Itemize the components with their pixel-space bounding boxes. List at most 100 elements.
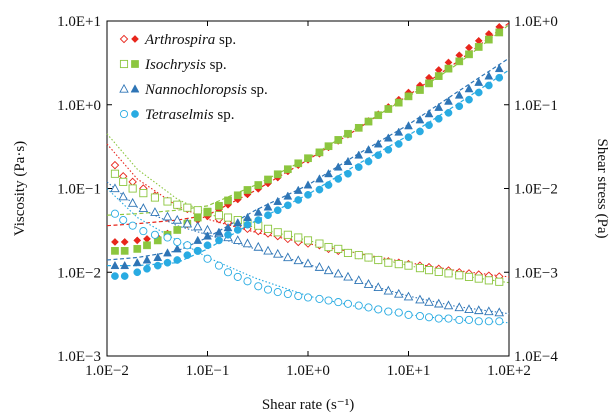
- legend-tetraselmis-label: Tetraselmis sp.: [145, 107, 234, 123]
- nannochloropsis-sp-viscosity-point: [354, 275, 364, 285]
- tetraselmis-sp-viscosity-point: [294, 291, 303, 301]
- isochrysis-sp-stress-point: [120, 247, 129, 255]
- legend-tetraselmis-suffix: sp.: [214, 107, 235, 123]
- isochrysis-sp-viscosity-point: [384, 258, 393, 267]
- isochrysis-sp-viscosity-point: [128, 184, 137, 193]
- tetraselmis-sp-stress-point: [224, 230, 232, 239]
- nannochloropsis-sp-viscosity-point: [242, 238, 253, 248]
- tetraselmis-sp-viscosity-point: [223, 268, 233, 277]
- arthrospira-sp-viscosity-point: [128, 177, 137, 187]
- nannochloropsis-sp-viscosity-point: [473, 305, 484, 315]
- isochrysis-sp-stress-point: [254, 181, 263, 189]
- tetraselmis-sp-viscosity-point: [374, 305, 383, 314]
- isochrysis-sp-viscosity-point: [484, 276, 493, 285]
- nannochloropsis-sp-viscosity-point: [303, 258, 313, 268]
- y-left-tick-label: 1.0E−2: [57, 265, 101, 281]
- y-left-tick-label: 1.0E−1: [57, 182, 101, 198]
- nannochloropsis-sp-stress-point: [484, 71, 494, 80]
- nannochloropsis-sp-viscosity-point: [263, 245, 273, 255]
- tetraselmis-sp-stress-point: [364, 157, 373, 166]
- isochrysis-sp-stress-point: [354, 123, 363, 132]
- legend-nannochloropsis-open-marker: [119, 83, 129, 93]
- nannochloropsis-sp-stress-point: [364, 145, 373, 154]
- nannochloropsis-sp-stress-point: [193, 235, 203, 244]
- nannochloropsis-sp-stress-point: [415, 115, 425, 124]
- isochrysis-sp-stress-point: [215, 202, 223, 210]
- tetraselmis-sp-viscosity-point: [495, 317, 504, 326]
- isochrysis-sp-viscosity-point: [394, 260, 403, 269]
- tetraselmis-sp-viscosity-point: [150, 230, 160, 239]
- tetraselmis-sp-stress-point: [404, 133, 413, 142]
- arthrospira-sp-stress-point: [133, 236, 142, 245]
- nannochloropsis-sp-stress-point: [142, 255, 152, 264]
- nannochloropsis-sp-viscosity-point: [424, 296, 434, 306]
- nannochloropsis-sp-stress-point: [404, 121, 413, 130]
- tetraselmis-sp-viscosity-point: [455, 315, 464, 324]
- isochrysis-sp-viscosity-point: [283, 230, 292, 239]
- isochrysis-sp-viscosity-point: [324, 242, 333, 252]
- tetraselmis-sp-viscosity-point: [354, 301, 363, 310]
- isochrysis-sp-viscosity-point: [364, 253, 373, 262]
- isochrysis-sp-viscosity-point: [354, 251, 363, 260]
- isochrysis-sp-stress-point: [465, 50, 473, 59]
- isochrysis-sp-stress-point: [374, 111, 383, 120]
- legend-nannochloropsis-genus: Nannochloropsis: [144, 82, 247, 98]
- isochrysis-sp-viscosity-point: [173, 200, 182, 209]
- arthrospira-sp-stress-fit: [106, 22, 510, 227]
- nannochloropsis-sp-stress-point: [253, 207, 263, 216]
- tetraselmis-sp-stress-point: [354, 163, 363, 171]
- nannochloropsis-sp-viscosity-point: [272, 248, 283, 258]
- nannochloropsis-sp-viscosity-point: [403, 291, 414, 301]
- legend-tetraselmis-genus: Tetraselmis: [145, 107, 214, 123]
- tetraselmis-sp-stress-point: [455, 102, 464, 111]
- isochrysis-sp-stress-point: [394, 98, 403, 107]
- x-tick-label: 1.0E−1: [186, 363, 230, 379]
- tetraselmis-sp-viscosity-point: [415, 311, 425, 321]
- tetraselmis-sp-stress-point: [484, 81, 493, 90]
- nannochloropsis-sp-stress-point: [110, 260, 120, 270]
- x-tick-label: 1.0E−2: [85, 363, 129, 379]
- nannochloropsis-sp-stress-point: [214, 227, 224, 236]
- nannochloropsis-sp-viscosity-point: [138, 203, 149, 212]
- tetraselmis-sp-viscosity-point: [233, 272, 242, 281]
- isochrysis-sp-viscosity-point: [183, 203, 192, 212]
- tetraselmis-sp-viscosity-point: [119, 216, 128, 225]
- isochrysis-sp-viscosity-point: [273, 228, 282, 237]
- legend-tetraselmis-open-marker: [119, 109, 129, 119]
- legend-isochrysis-suffix: sp.: [206, 57, 227, 73]
- nannochloropsis-sp-viscosity-point: [323, 265, 334, 275]
- tetraselmis-sp-stress-point: [304, 190, 312, 199]
- tetraselmis-sp-viscosity-point: [444, 314, 453, 323]
- tetraselmis-sp-stress-point: [215, 236, 223, 245]
- isochrysis-sp-viscosity-point: [150, 193, 160, 202]
- tetraselmis-sp-viscosity-point: [139, 227, 148, 236]
- tetraselmis-sp-stress-point: [384, 145, 393, 154]
- isochrysis-sp-stress-point: [173, 226, 182, 234]
- tetraselmis-sp-stress-point: [153, 261, 162, 270]
- tetraselmis-sp-viscosity-point: [173, 237, 182, 247]
- x-tick-label: 1.0E+0: [286, 363, 330, 379]
- tetraselmis-sp-viscosity-point: [315, 294, 324, 303]
- legend-arthrospira-open-marker: [119, 34, 129, 44]
- tetraselmis-sp-stress-point: [163, 258, 172, 267]
- tetraselmis-sp-stress-point: [243, 220, 252, 229]
- isochrysis-sp-viscosity-point: [303, 236, 313, 245]
- tetraselmis-sp-viscosity-point: [183, 241, 192, 250]
- isochrysis-sp-viscosity-point: [119, 177, 128, 186]
- tetraselmis-sp-viscosity-point: [303, 293, 313, 302]
- isochrysis-sp-stress-point: [484, 35, 493, 44]
- tetraselmis-sp-stress-point: [203, 241, 212, 250]
- legend-isochrysis-filled-marker: [131, 60, 139, 68]
- nannochloropsis-sp-viscosity-point: [118, 191, 128, 201]
- arthrospira-sp-viscosity-point: [110, 160, 120, 170]
- tetraselmis-sp-stress-point: [111, 272, 119, 280]
- legend-nannochloropsis-suffix: sp.: [247, 82, 268, 98]
- tetraselmis-sp-viscosity-point: [474, 317, 483, 326]
- nannochloropsis-sp-stress-point: [120, 260, 130, 270]
- isochrysis-sp-viscosity-point: [263, 224, 273, 233]
- nannochloropsis-sp-viscosity-point: [333, 268, 344, 278]
- tetraselmis-sp-stress-point: [133, 268, 142, 277]
- tetraselmis-sp-stress-point: [425, 121, 433, 130]
- tetraselmis-sp-viscosity-point: [424, 313, 434, 322]
